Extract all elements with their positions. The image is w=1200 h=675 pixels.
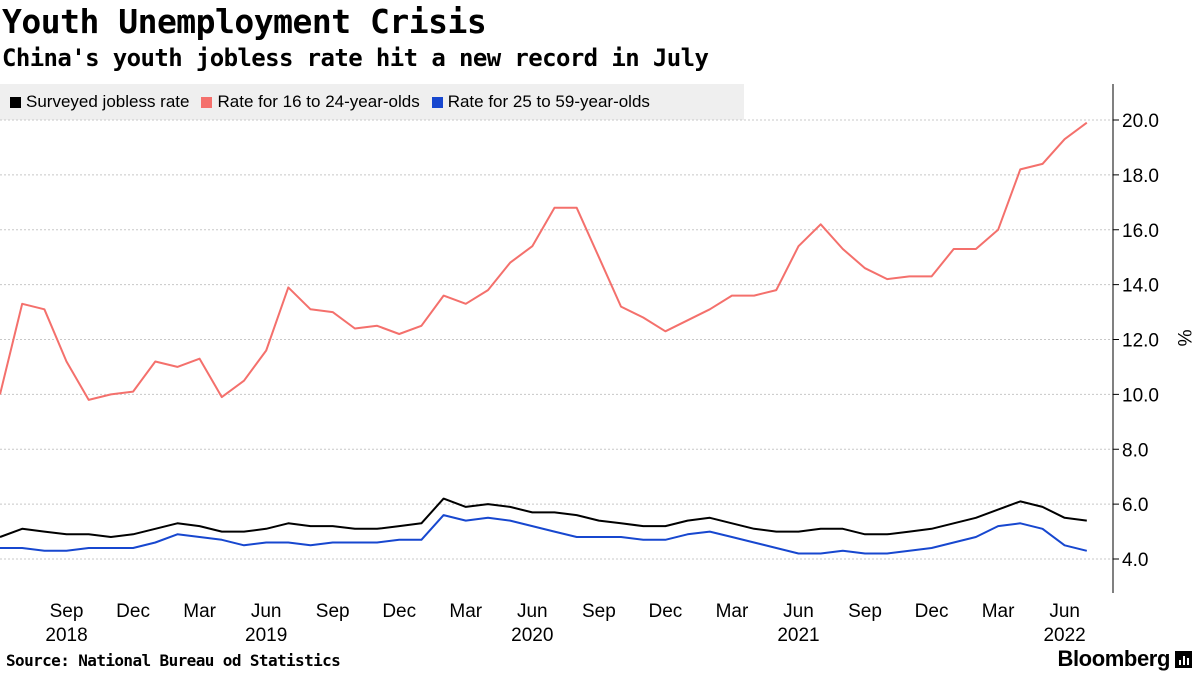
- x-tick-label: Jun: [783, 601, 814, 622]
- legend-item-25-59: Rate for 25 to 59-year-olds: [431, 92, 650, 112]
- x-tick-label: Jun: [517, 601, 548, 622]
- series-line-25-59: [0, 514, 1088, 555]
- y-tick-label: 12.0: [1122, 331, 1159, 352]
- legend-swatch-25-59: [431, 96, 443, 108]
- x-year-label: 2019: [245, 625, 287, 646]
- x-tick-label: Sep: [582, 601, 616, 622]
- legend-swatch-surveyed: [10, 96, 21, 108]
- x-tick-label: Dec: [116, 601, 150, 622]
- legend-swatch-16-24: [201, 96, 213, 108]
- series-line-16-24: [0, 121, 1088, 401]
- brand-name: Bloomberg: [1057, 646, 1170, 671]
- x-tick-label: Jun: [1049, 601, 1080, 622]
- y-tick-label: 14.0: [1122, 276, 1159, 297]
- legend-label-16-24: Rate for 16 to 24-year-olds: [217, 92, 420, 111]
- x-year-label: 2022: [1043, 625, 1085, 646]
- y-tick-label: 8.0: [1122, 440, 1148, 461]
- y-axis-unit-label: %: [1173, 330, 1194, 347]
- x-year-label: 2021: [777, 625, 819, 646]
- legend-item-surveyed: Surveyed jobless rate: [10, 92, 189, 112]
- y-tick-label: 10.0: [1122, 385, 1159, 406]
- legend-item-16-24: Rate for 16 to 24-year-olds: [201, 92, 420, 112]
- x-year-label: 2018: [45, 625, 87, 646]
- x-tick-label: Jun: [251, 601, 282, 622]
- x-year-label: 2020: [511, 625, 553, 646]
- source-note: Source: National Bureau od Statistics: [6, 651, 341, 670]
- x-tick-label: Sep: [848, 601, 882, 622]
- chart-subtitle: China's youth jobless rate hit a new rec…: [2, 44, 709, 72]
- legend-label-surveyed: Surveyed jobless rate: [26, 92, 190, 111]
- bloomberg-logo: Bloomberg: [1057, 646, 1192, 672]
- x-tick-label: Dec: [915, 601, 949, 622]
- y-tick-label: 16.0: [1122, 221, 1159, 242]
- legend-label-25-59: Rate for 25 to 59-year-olds: [447, 92, 650, 111]
- y-tick-label: 18.0: [1122, 166, 1159, 187]
- x-tick-label: Sep: [316, 601, 350, 622]
- x-tick-label: Dec: [649, 601, 683, 622]
- bloomberg-bars-icon: [1175, 650, 1192, 668]
- series-line-surveyed: [0, 497, 1087, 538]
- chart-legend: Surveyed jobless rate Rate for 16 to 24-…: [0, 84, 744, 120]
- x-tick-label: Mar: [982, 601, 1015, 622]
- x-tick-label: Dec: [382, 601, 416, 622]
- chart-title: Youth Unemployment Crisis: [2, 2, 487, 41]
- x-tick-label: Mar: [449, 601, 482, 622]
- y-tick-label: 20.0: [1122, 111, 1159, 132]
- x-tick-label: Mar: [183, 601, 216, 622]
- x-tick-label: Mar: [716, 601, 749, 622]
- x-tick-label: Sep: [50, 601, 84, 622]
- y-tick-label: 4.0: [1122, 550, 1148, 571]
- y-tick-label: 6.0: [1122, 495, 1148, 516]
